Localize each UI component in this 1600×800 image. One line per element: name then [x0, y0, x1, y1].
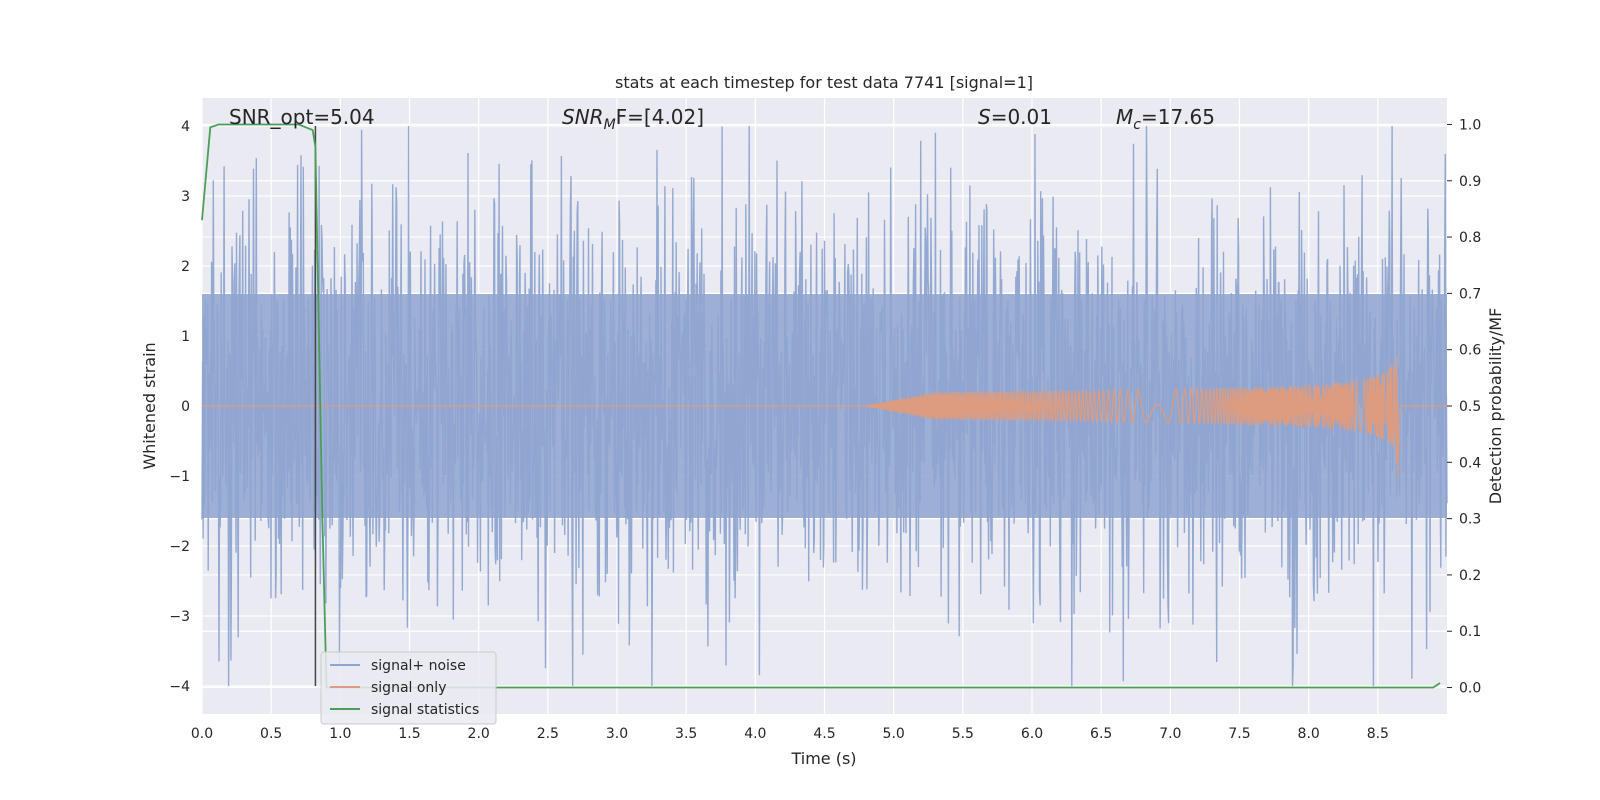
y2-axis-label: Detection probability/MF: [1486, 308, 1505, 505]
legend-label-signal-only: signal only: [371, 680, 446, 696]
x-axis-label: Time (s): [790, 749, 856, 768]
annotation-s: S=0.01: [978, 105, 1052, 129]
y-axis-label: Whitened strain: [140, 342, 159, 469]
x-tick-label-11: 5.5: [952, 726, 974, 742]
x-tick-label-17: 8.5: [1367, 726, 1389, 742]
y-tick-label-2: 2: [181, 259, 190, 275]
y-tick-labels: 4 3 2 1 0 −1 −2 −3 −4: [169, 119, 190, 695]
x-tick-label-1: 0.5: [260, 726, 282, 742]
annotation-snr-opt: SNR_opt=5.04: [229, 105, 375, 129]
x-tick-label-2: 1.0: [329, 726, 351, 742]
y2-tick-label-3: 0.7: [1459, 286, 1481, 302]
mc-symbol: M: [1116, 105, 1133, 129]
x-tick-label-15: 7.5: [1228, 726, 1250, 742]
x-tick-label-6: 3.0: [606, 726, 628, 742]
x-tick-label-4: 2.0: [468, 726, 490, 742]
legend-label-signal-noise: signal+ noise: [371, 658, 466, 674]
y-tick-label-1: 3: [181, 189, 190, 205]
x-tick-label-12: 6.0: [1021, 726, 1043, 742]
y2-tick-label-2: 0.8: [1459, 230, 1481, 246]
snr-mf-subscript: M: [604, 117, 616, 133]
mc-value: =17.65: [1141, 105, 1215, 129]
y-tick-label-6: −2: [169, 539, 190, 555]
x-tick-label-5: 2.5: [537, 726, 559, 742]
y2-tick-label-10: 0.0: [1459, 681, 1481, 697]
signal-statistics-series: [201, 123, 1441, 689]
y-tick-label-5: −1: [169, 469, 190, 485]
legend-box: [320, 651, 497, 725]
signal-only-series: [202, 355, 1447, 477]
s-value: =0.01: [991, 105, 1052, 129]
y-tick-label-0: 4: [181, 119, 190, 135]
signal-only-line: [865, 355, 1447, 477]
signal-statistics-line: [201, 123, 1441, 689]
y2-tick-label-7: 0.3: [1459, 512, 1481, 528]
s-symbol: S: [978, 105, 991, 129]
x-tick-label-16: 8.0: [1298, 726, 1320, 742]
y-tick-label-4: 0: [181, 399, 190, 415]
x-tick-label-9: 4.5: [813, 726, 835, 742]
y2-tick-labels: 1.0 0.9 0.8 0.7 0.6 0.5 0.4 0.3 0.2 0.1 0.0: [1447, 117, 1481, 697]
x-tick-label-13: 6.5: [1090, 726, 1112, 742]
y-tick-label-7: −3: [169, 609, 190, 625]
x-tick-label-10: 5.0: [883, 726, 905, 742]
x-tick-labels: 0.0 0.5 1.0 1.5 2.0 2.5 3.0 3.5 4.0 4.5 5.0 5.5 6.0 6…: [191, 726, 1389, 742]
snr-mf-symbol: SNR: [562, 105, 604, 129]
y2-tick-label-6: 0.4: [1459, 455, 1481, 471]
snr-mf-value: F=[4.02]: [616, 105, 704, 129]
x-tick-label-14: 7.0: [1159, 726, 1181, 742]
y2-tick-label-8: 0.2: [1459, 568, 1481, 584]
y2-tick-label-4: 0.6: [1459, 343, 1481, 359]
legend-label-signal-statistics: signal statistics: [371, 702, 479, 718]
y-tick-label-8: −4: [169, 679, 190, 695]
x-tick-label-3: 1.5: [398, 726, 420, 742]
y2-tick-label-0: 1.0: [1459, 117, 1481, 133]
annotation-mc: Mc=17.65: [1116, 105, 1215, 133]
y2-tick-label-1: 0.9: [1459, 174, 1481, 190]
annotation-snr-mf: SNRMF=[4.02]: [562, 105, 704, 133]
x-tick-label-0: 0.0: [191, 726, 213, 742]
chart-title: stats at each timestep for test data 774…: [615, 73, 1033, 92]
y-tick-label-3: 1: [181, 329, 190, 345]
legend: signal+ noise signal only signal statist…: [320, 651, 497, 725]
y2-tick-label-9: 0.1: [1459, 624, 1481, 640]
mc-subscript: c: [1133, 117, 1141, 133]
x-tick-label-8: 4.0: [744, 726, 766, 742]
y2-tick-label-5: 0.5: [1459, 399, 1481, 415]
x-tick-label-7: 3.5: [675, 726, 697, 742]
